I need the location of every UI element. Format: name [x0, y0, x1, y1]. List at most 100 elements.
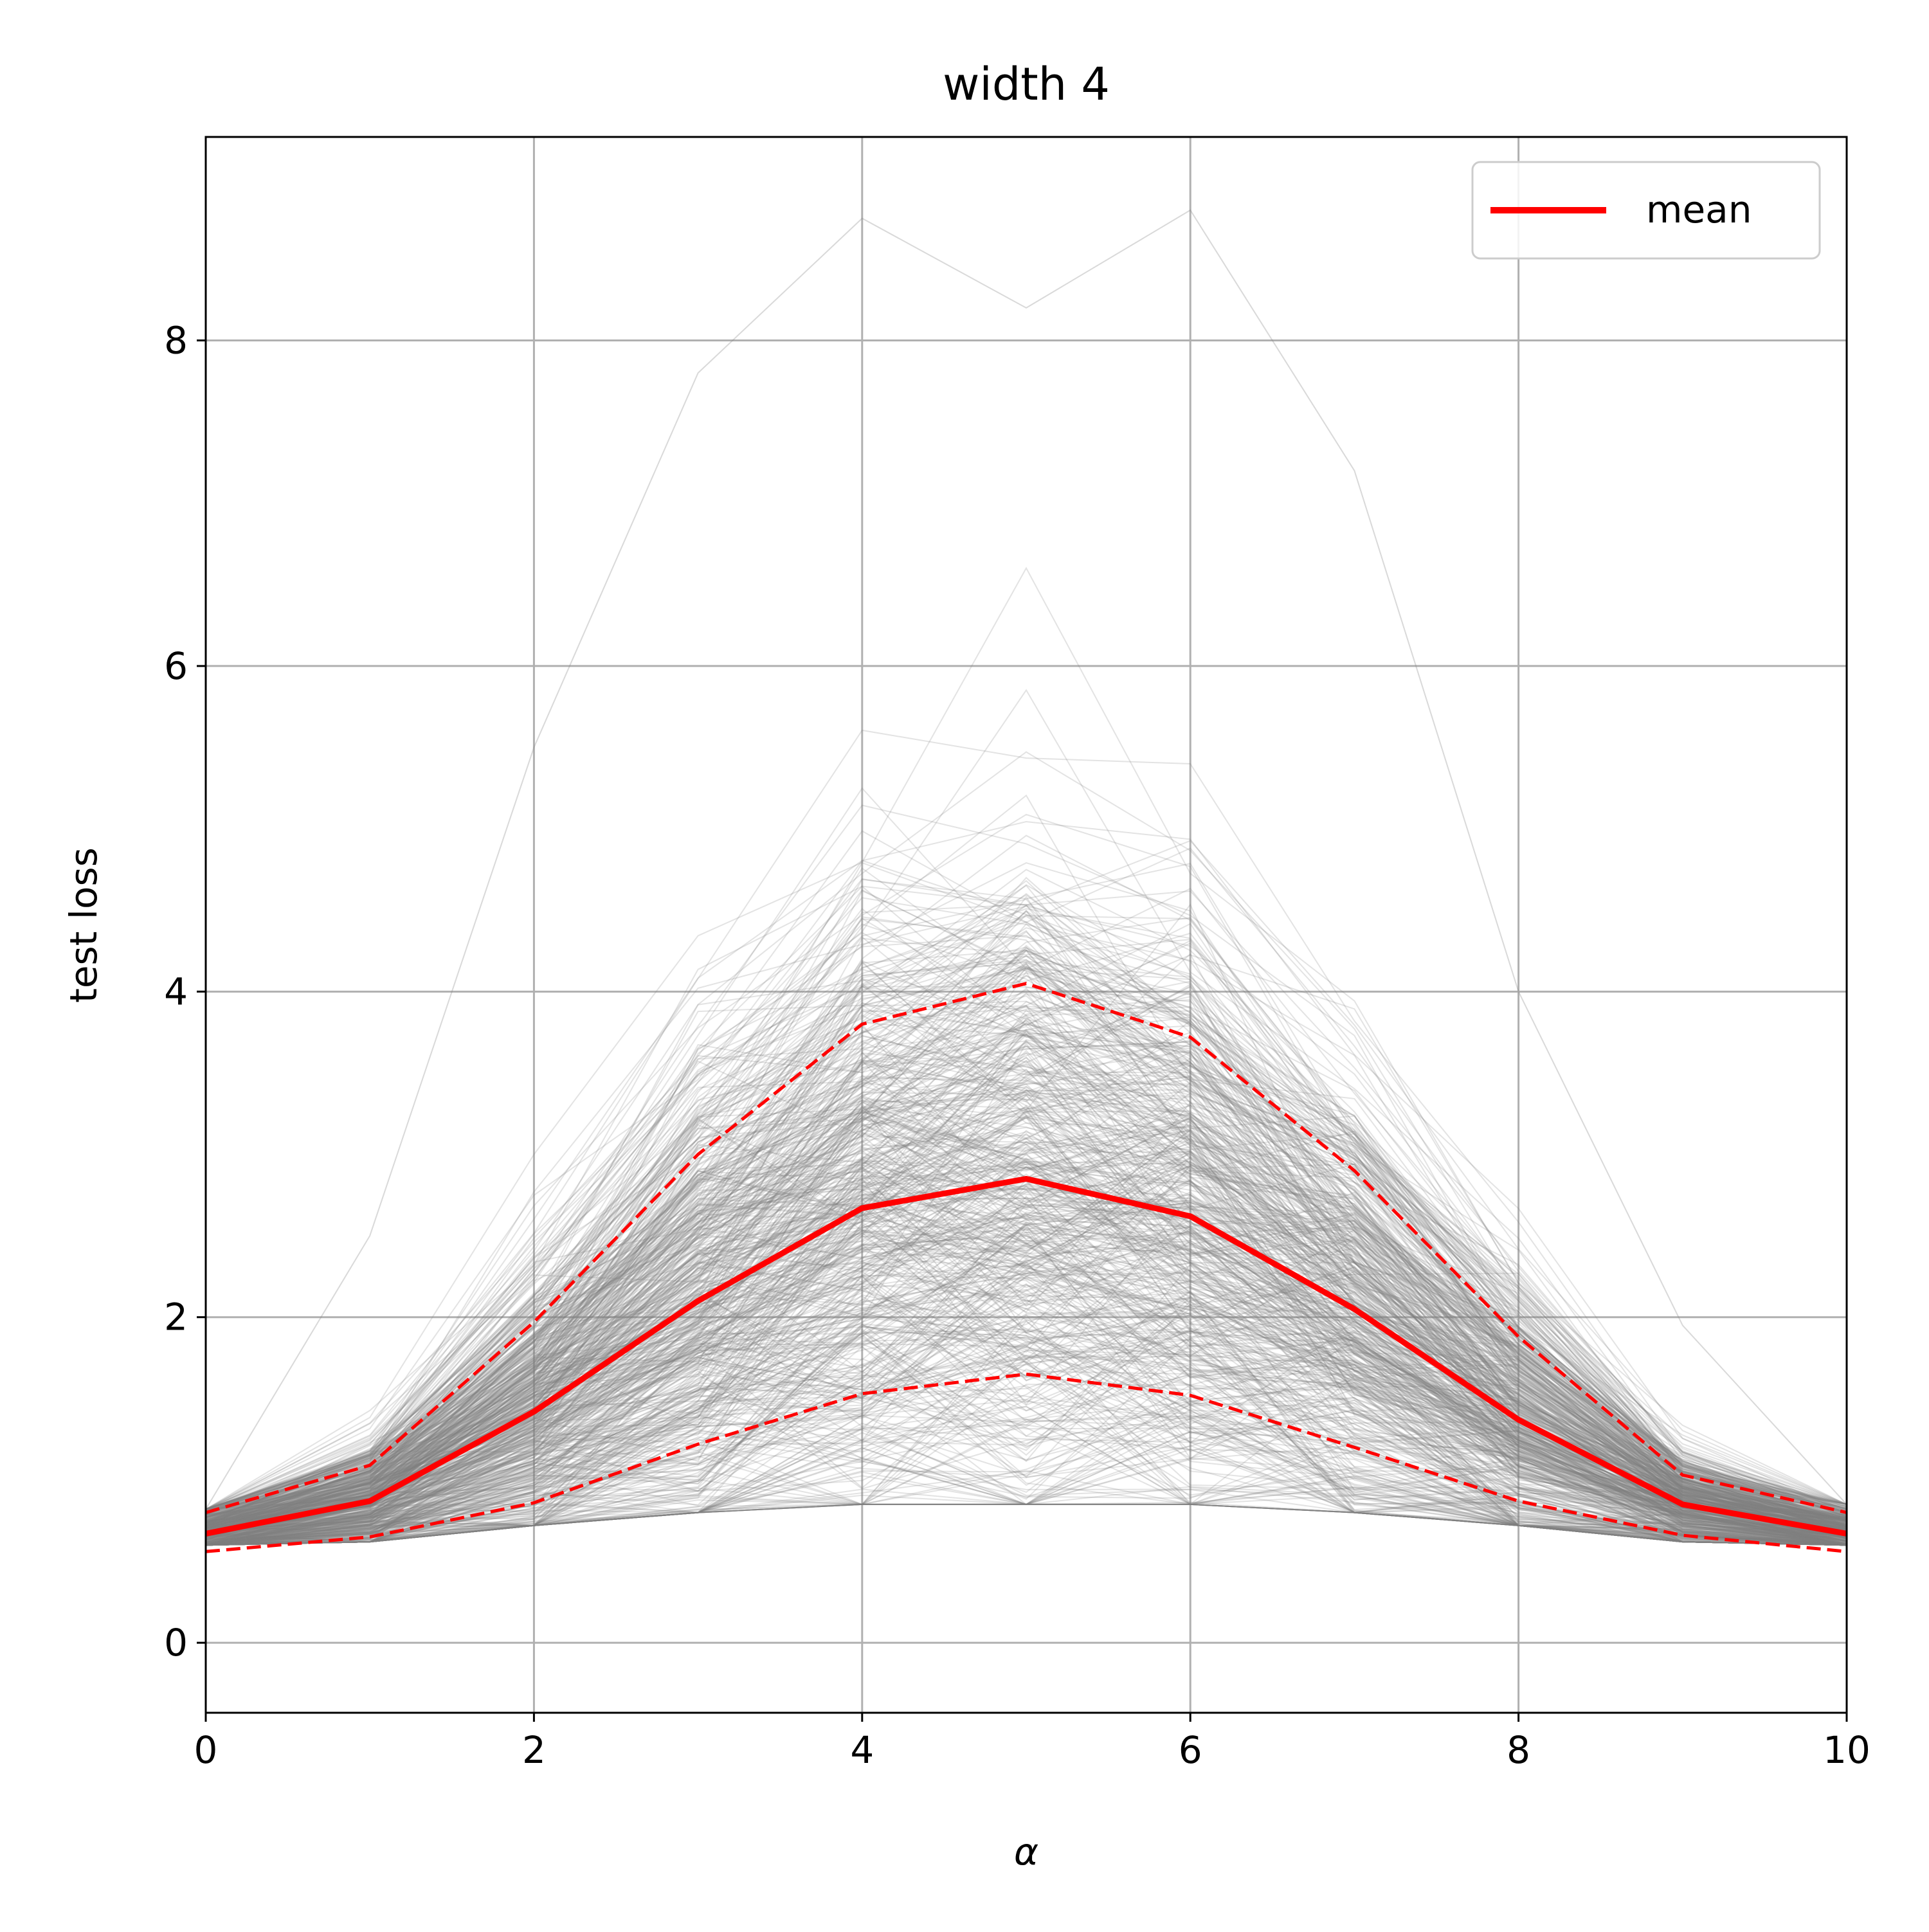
run-line — [205, 1405, 1847, 1546]
series-line-band — [206, 982, 1847, 1515]
run-line — [205, 1275, 1847, 1546]
run-line — [205, 1091, 1847, 1546]
run-line — [205, 1115, 1847, 1531]
run-line — [205, 1181, 1847, 1546]
run-line — [205, 729, 1847, 1510]
run-line — [205, 989, 1847, 1524]
run-line — [205, 961, 1847, 1514]
run-line — [205, 751, 1847, 1510]
run-line — [205, 949, 1847, 1521]
run-line — [205, 1060, 1847, 1532]
run-line — [205, 972, 1847, 1510]
run-line — [205, 1345, 1847, 1546]
run-line — [205, 1294, 1847, 1546]
run-line — [205, 1317, 1847, 1546]
run-line — [205, 1189, 1847, 1543]
run-line — [205, 1141, 1847, 1546]
run-line — [205, 1043, 1847, 1526]
run-line — [205, 1303, 1847, 1543]
run-line — [205, 1014, 1847, 1526]
y-tick-label: 6 — [164, 644, 188, 688]
run-line — [205, 986, 1847, 1515]
run-line — [205, 1117, 1847, 1535]
run-line — [205, 1166, 1847, 1540]
run-line — [205, 950, 1847, 1524]
run-line — [205, 1151, 1847, 1537]
run-line — [205, 1166, 1847, 1533]
run-line — [205, 1133, 1847, 1524]
run-line — [205, 820, 1847, 1510]
run-line — [205, 1163, 1847, 1546]
run-line — [205, 955, 1847, 1518]
run-line — [205, 1263, 1847, 1546]
run-line — [205, 1119, 1847, 1528]
run-line — [205, 1325, 1847, 1546]
run-line — [205, 966, 1847, 1528]
run-line — [205, 961, 1847, 1516]
run-line — [205, 787, 1847, 1510]
run-line — [205, 1390, 1847, 1546]
run-line — [205, 1099, 1847, 1544]
run-line — [205, 1135, 1847, 1533]
run-line — [205, 1284, 1847, 1546]
run-line — [205, 1094, 1847, 1534]
run-line — [205, 1501, 1847, 1546]
run-line — [205, 1101, 1847, 1530]
run-line — [205, 1191, 1847, 1540]
run-line — [205, 1081, 1847, 1529]
run-line — [205, 1052, 1847, 1523]
run-line — [205, 1346, 1847, 1546]
run-line — [205, 1384, 1847, 1546]
run-line — [205, 1335, 1847, 1546]
run-line — [205, 1124, 1847, 1534]
run-line — [205, 1326, 1847, 1546]
run-line — [205, 885, 1847, 1511]
run-line — [205, 1207, 1847, 1546]
run-line — [205, 978, 1847, 1516]
y-tick-label: 2 — [164, 1296, 188, 1339]
run-line — [205, 1312, 1847, 1546]
run-line — [205, 1195, 1847, 1544]
run-line — [205, 1234, 1847, 1544]
run-line — [205, 1330, 1847, 1546]
run-line — [205, 1133, 1847, 1546]
run-line — [205, 1131, 1847, 1537]
run-line — [205, 1214, 1847, 1542]
chart-title: width 4 — [943, 58, 1110, 111]
run-line — [205, 1061, 1847, 1522]
run-line — [205, 1283, 1847, 1546]
run-line — [205, 1161, 1847, 1546]
run-line — [205, 986, 1847, 1510]
run-line — [205, 1418, 1847, 1546]
grid — [204, 137, 1848, 1713]
run-line — [205, 1214, 1847, 1546]
run-line — [205, 1440, 1847, 1546]
run-line — [205, 1123, 1847, 1535]
run-line — [205, 1231, 1847, 1546]
run-line — [205, 1109, 1847, 1533]
run-line — [205, 1106, 1847, 1517]
run-line — [205, 1162, 1847, 1539]
run-line — [205, 1033, 1847, 1527]
run-line — [205, 968, 1847, 1515]
run-line — [205, 1086, 1847, 1536]
run-line — [205, 946, 1847, 1524]
run-line — [205, 1274, 1847, 1546]
run-line — [205, 1160, 1847, 1529]
run-line — [205, 955, 1847, 1515]
run-line — [205, 1320, 1847, 1546]
run-line — [205, 980, 1847, 1531]
run-line — [205, 1042, 1847, 1546]
run-line — [205, 986, 1847, 1522]
run-line — [205, 1299, 1847, 1546]
run-line — [205, 1335, 1847, 1546]
run-line — [205, 1402, 1847, 1546]
run-line — [205, 1404, 1847, 1546]
run-line — [205, 908, 1847, 1517]
run-line — [205, 1244, 1847, 1546]
run-line — [205, 1045, 1847, 1524]
run-line — [205, 963, 1847, 1534]
run-line — [205, 1241, 1847, 1546]
run-line — [205, 969, 1847, 1530]
run-line — [205, 1161, 1847, 1540]
